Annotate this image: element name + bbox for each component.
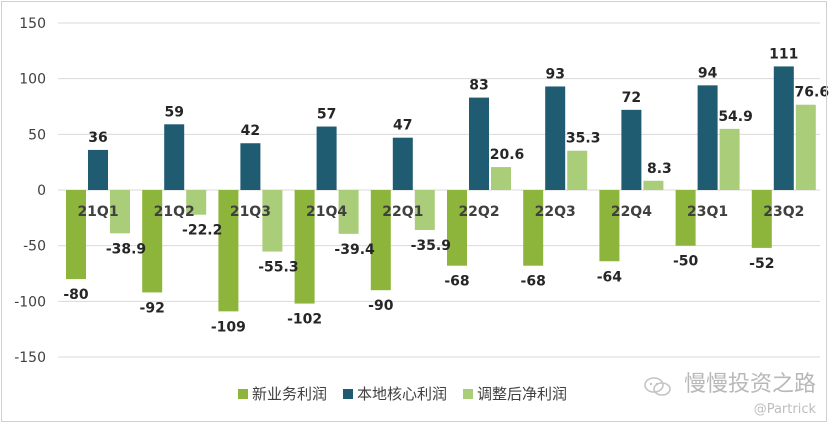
- y-tick-label: 50: [28, 127, 46, 143]
- data-label: 47: [393, 118, 412, 134]
- data-label: 36: [88, 130, 107, 146]
- data-label: -90: [368, 298, 394, 314]
- bar: [719, 128, 740, 190]
- data-label: 54.9: [718, 109, 753, 125]
- bar: [88, 149, 108, 190]
- legend-swatch: [238, 389, 248, 399]
- x-tick-label: 21Q1: [77, 204, 118, 220]
- data-label: -102: [287, 312, 322, 328]
- data-label: 8.3: [647, 161, 672, 177]
- data-label: 72: [622, 90, 641, 106]
- bar: [164, 124, 185, 190]
- data-label: 59: [164, 104, 183, 120]
- data-label: -52: [749, 256, 774, 272]
- x-tick-label: 21Q3: [230, 204, 271, 220]
- data-label: -22.2: [182, 223, 222, 239]
- bar: [523, 190, 544, 266]
- bar: [491, 167, 511, 190]
- data-label: -39.4: [334, 242, 375, 258]
- bar: [469, 97, 489, 190]
- x-tick-label: 21Q2: [154, 204, 195, 220]
- y-tick-label: -150: [14, 350, 46, 366]
- x-tick-label: 23Q1: [687, 204, 728, 220]
- legend-label: 调整后净利润: [477, 385, 567, 403]
- legend-label: 新业务利润: [252, 385, 327, 403]
- data-label: -68: [444, 274, 469, 290]
- bar: [621, 109, 642, 190]
- data-label: -80: [63, 287, 89, 303]
- data-label: -68: [521, 274, 546, 290]
- bar: [110, 190, 130, 234]
- data-label: -92: [140, 300, 165, 316]
- bar: [186, 190, 207, 215]
- bar: [142, 190, 163, 293]
- data-label: 57: [317, 107, 336, 123]
- bar: [262, 190, 283, 252]
- bar: [338, 190, 359, 234]
- bar: [643, 180, 664, 190]
- y-tick-label: -100: [14, 294, 46, 310]
- bar: [218, 190, 239, 312]
- bar: [773, 66, 794, 190]
- data-label: -50: [673, 254, 699, 270]
- bar: [751, 190, 772, 248]
- x-tick-label: 22Q1: [382, 204, 423, 220]
- data-label: 94: [698, 65, 718, 81]
- bar: [599, 190, 620, 262]
- bar: [294, 190, 315, 304]
- x-tick-label: 21Q4: [306, 204, 347, 220]
- data-label: 83: [469, 78, 488, 94]
- data-label: 20.6: [490, 147, 525, 163]
- y-tick-label: 150: [19, 16, 46, 32]
- bar: [545, 86, 566, 190]
- x-tick-label: 22Q4: [611, 204, 652, 220]
- bar: [392, 137, 413, 190]
- watermark: 慢慢投资之路 @Partrick: [643, 366, 816, 417]
- wechat-icon: [644, 376, 671, 396]
- bar: [447, 190, 467, 266]
- watermark-title: 慢慢投资之路: [683, 372, 816, 397]
- bar: [567, 150, 588, 190]
- x-tick-label: 23Q2: [763, 204, 804, 220]
- data-label: 35.3: [566, 131, 601, 147]
- legend-label: 本地核心利润: [357, 385, 447, 403]
- bar: [316, 126, 337, 190]
- data-label: -55.3: [258, 260, 298, 276]
- data-label: 111: [769, 46, 798, 62]
- watermark-handle: @Partrick: [753, 402, 816, 417]
- y-tick-label: -50: [23, 239, 46, 255]
- bar: [414, 190, 435, 230]
- bar: [697, 85, 718, 190]
- bar: [66, 190, 86, 280]
- data-label: 93: [545, 66, 564, 82]
- data-label: -64: [597, 269, 623, 285]
- y-tick-label: 100: [19, 72, 46, 88]
- bar: [370, 190, 391, 291]
- data-label: -35.9: [411, 238, 451, 254]
- legend-swatch: [463, 389, 473, 399]
- legend-swatch: [343, 389, 353, 399]
- x-tick-label: 22Q2: [458, 204, 499, 220]
- bar: [240, 143, 261, 190]
- data-label: 42: [241, 123, 260, 139]
- bar: [795, 104, 816, 190]
- y-tick-label: 0: [37, 183, 46, 199]
- data-label: -109: [211, 319, 246, 335]
- x-tick-label: 22Q3: [535, 204, 576, 220]
- data-label: -38.9: [106, 241, 146, 257]
- bar: [675, 190, 696, 246]
- data-label: 76.6: [795, 85, 830, 101]
